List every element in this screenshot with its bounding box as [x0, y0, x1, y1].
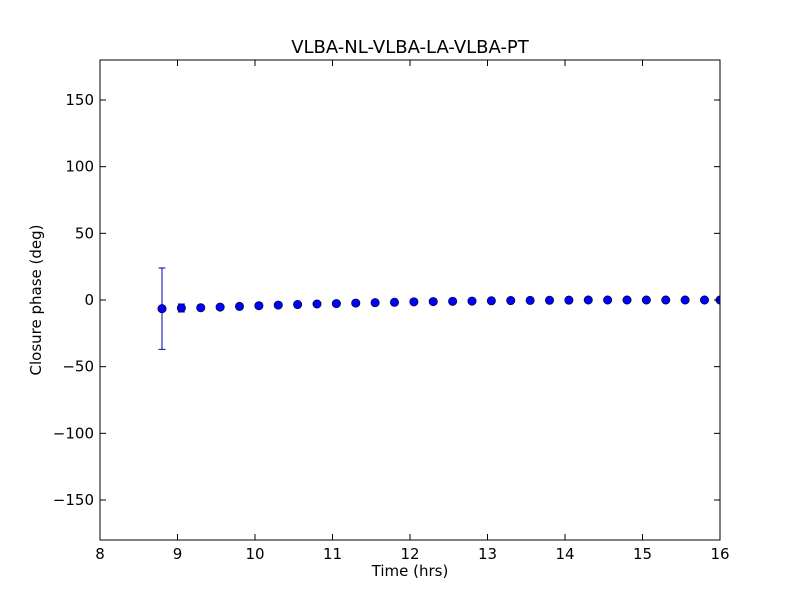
data-point	[467, 296, 477, 306]
data-point	[235, 301, 245, 311]
x-tick-label: 14	[555, 545, 574, 563]
x-tick-label: 10	[245, 545, 264, 563]
data-point	[544, 295, 554, 305]
data-point	[176, 303, 186, 313]
data-layer	[157, 267, 720, 350]
data-point	[661, 295, 671, 305]
y-tick-label: 150	[65, 91, 94, 109]
x-axis-title: Time (hrs)	[371, 562, 449, 580]
data-point	[331, 299, 341, 309]
data-point	[254, 301, 264, 311]
data-point	[215, 302, 225, 312]
data-point	[699, 295, 709, 305]
x-tick-label: 13	[478, 545, 497, 563]
data-point	[525, 295, 535, 305]
x-tick-label: 9	[173, 545, 183, 563]
data-point	[409, 297, 419, 307]
data-point	[389, 297, 399, 307]
data-point	[293, 300, 303, 310]
x-tick-label: 16	[710, 545, 729, 563]
data-point	[603, 295, 613, 305]
data-point	[622, 295, 632, 305]
data-point	[273, 300, 283, 310]
data-point	[506, 296, 516, 306]
x-tick-label: 11	[323, 545, 342, 563]
y-tick-label: −150	[53, 491, 94, 509]
data-point	[641, 295, 651, 305]
y-tick-label: 50	[75, 224, 94, 242]
data-point	[370, 298, 380, 308]
data-point	[486, 296, 496, 306]
data-point	[196, 303, 206, 313]
data-point	[583, 295, 593, 305]
x-tick-label: 8	[95, 545, 105, 563]
data-point	[680, 295, 690, 305]
chart-title: VLBA-NL-VLBA-LA-VLBA-PT	[291, 37, 530, 58]
data-point	[564, 295, 574, 305]
y-tick-label: 100	[65, 158, 94, 176]
data-point	[157, 304, 167, 314]
data-point	[312, 299, 322, 309]
x-tick-label: 12	[400, 545, 419, 563]
y-axis-title: Closure phase (deg)	[27, 225, 45, 376]
y-tick-label: 0	[84, 291, 94, 309]
data-point	[428, 297, 438, 307]
y-tick-label: −50	[62, 358, 94, 376]
y-tick-label: −100	[53, 424, 94, 442]
data-point	[351, 298, 361, 308]
tick-layer: 8 9 10 11 12 13 14 15 16 150 100 50 0 −50 −100 −150	[53, 60, 730, 563]
x-tick-label: 15	[633, 545, 652, 563]
data-point	[448, 296, 458, 306]
